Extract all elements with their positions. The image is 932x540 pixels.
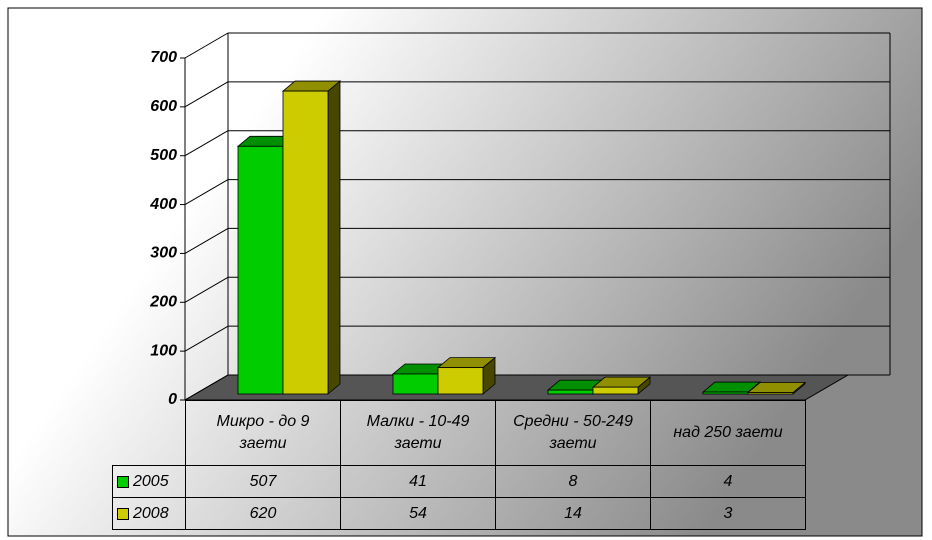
legend-swatch [117, 507, 129, 520]
grid-line [184, 81, 229, 108]
table-value: 14 [495, 497, 651, 530]
y-tick-label: 300 [150, 245, 177, 262]
table-value: 41 [340, 465, 496, 498]
legend-entry: 2008 [112, 497, 186, 530]
category-label: над 250 заети [650, 400, 806, 466]
y-tick-label: 400 [149, 196, 177, 213]
bar [237, 145, 284, 395]
table-value: 54 [340, 497, 496, 530]
legend-swatch [117, 475, 129, 488]
bar [282, 90, 329, 395]
table-value: 8 [495, 465, 651, 498]
grid-line [184, 179, 229, 206]
category-label: Средни - 50-249 заети [495, 400, 651, 466]
legend-entry: 2005 [112, 465, 186, 498]
table-value: 620 [185, 497, 341, 530]
legend-label: 2008 [133, 504, 169, 522]
table-value: 507 [185, 465, 341, 498]
category-label: Микро - до 9 заети [185, 400, 341, 466]
category-label: Малки - 10-49 заети [340, 400, 496, 466]
bar [437, 367, 484, 395]
bar [547, 389, 594, 395]
grid-line [184, 130, 229, 157]
grid-line [184, 325, 229, 352]
bar [592, 386, 639, 395]
bar [747, 392, 794, 395]
grid-line [184, 374, 229, 401]
grid-line [184, 227, 229, 254]
chart-background [7, 7, 923, 537]
y-tick-label: 100 [150, 342, 177, 359]
grid-line [184, 276, 229, 303]
table-value: 4 [650, 465, 806, 498]
y-tick-label: 500 [150, 147, 177, 164]
bar [702, 391, 749, 395]
y-tick-label: 200 [149, 294, 177, 311]
y-tick-label: 600 [150, 98, 177, 115]
y-tick-label: 0 [168, 391, 177, 408]
bar-side [327, 80, 341, 395]
y-tick-label: 700 [150, 49, 177, 66]
bar [392, 373, 439, 395]
legend-label: 2005 [133, 472, 169, 490]
table-value: 3 [650, 497, 806, 530]
grid-line [184, 32, 229, 59]
